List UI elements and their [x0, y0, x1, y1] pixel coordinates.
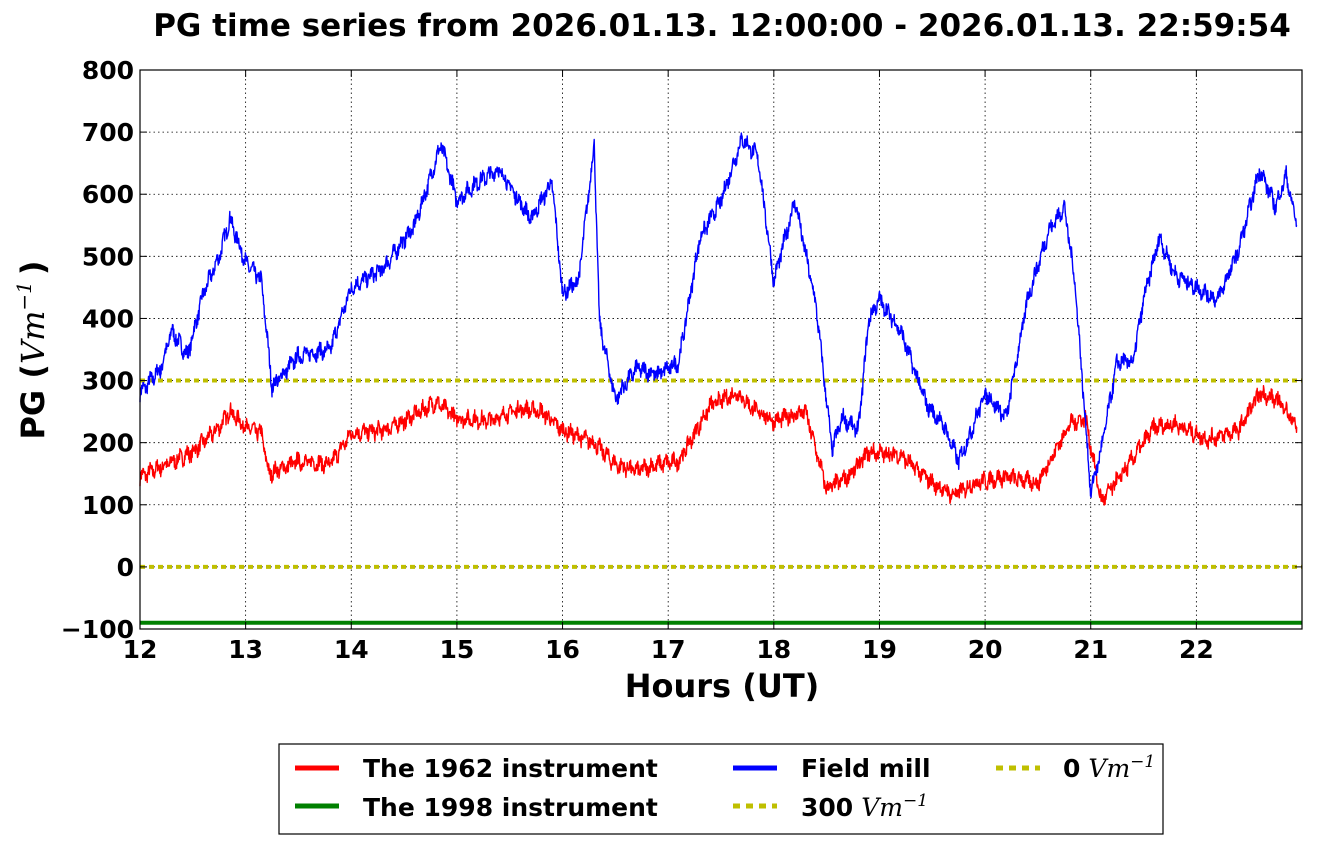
x-tick-label: 16	[545, 635, 580, 664]
y-tick-label: 0	[117, 553, 134, 582]
y-axis-label-exp: −1	[12, 281, 36, 310]
y-tick-label: 800	[82, 56, 134, 85]
x-tick-label: 22	[1179, 635, 1214, 664]
legend-label-field-mill: Field mill	[801, 754, 931, 783]
legend-300-exp: −1	[903, 791, 928, 811]
y-tick-label: 200	[82, 429, 134, 458]
x-tick-label: 14	[334, 635, 369, 664]
x-tick-label: 12	[123, 635, 158, 664]
legend-label-300: 300 Vm−1	[801, 791, 928, 822]
grid-lines	[140, 70, 1302, 629]
y-tick-label: 700	[82, 118, 134, 147]
y-tick-label: −100	[61, 615, 134, 644]
y-axis-label-unit: Vm	[14, 311, 52, 364]
x-axis-label: Hours (UT)	[625, 667, 820, 705]
tick-marks	[139, 69, 1302, 630]
plot-background	[140, 70, 1302, 629]
legend-300-unit: Vm	[861, 793, 903, 822]
series-line-the-1962-instrument	[139, 385, 1298, 506]
y-tick-label: 600	[82, 180, 134, 209]
y-tick-label: 400	[82, 304, 134, 333]
y-tick-labels: 800 700 600 500 400 300 200 100 0 −100	[61, 56, 134, 644]
legend-300-number: 300	[801, 793, 853, 822]
plot-frame	[139, 69, 1303, 630]
x-tick-label: 20	[968, 635, 1003, 664]
plot-area	[139, 69, 1303, 630]
x-tick-label: 19	[862, 635, 897, 664]
chart-title: PG time series from 2026.01.13. 12:00:00…	[153, 8, 1291, 44]
x-tick-label: 13	[228, 635, 263, 664]
legend-label-1962: The 1962 instrument	[363, 754, 658, 783]
y-axis-label: PG (Vm−1)	[12, 260, 52, 439]
legend-label-1998: The 1998 instrument	[363, 793, 658, 822]
legend-0-number: 0	[1063, 754, 1080, 783]
series-layer	[139, 132, 1302, 625]
x-tick-label: 21	[1073, 635, 1108, 664]
x-tick-labels: 12 13 14 15 16 17 18 19 20 21 22	[123, 635, 1214, 664]
y-axis-label-prefix: PG (	[14, 364, 52, 439]
legend-0-exp: −1	[1130, 752, 1155, 772]
y-axis-label-suffix: )	[14, 260, 52, 275]
legend-0-unit: Vm	[1088, 754, 1130, 783]
series-line-field-mill	[139, 132, 1298, 498]
x-tick-label: 18	[756, 635, 791, 664]
y-tick-label: 500	[82, 242, 134, 271]
y-tick-label: 100	[82, 491, 134, 520]
y-tick-label: 300	[82, 367, 134, 396]
x-tick-label: 17	[651, 635, 686, 664]
legend-frame	[278, 743, 1164, 835]
legend-label-0: 0 Vm−1	[1063, 752, 1155, 783]
x-tick-label: 15	[440, 635, 475, 664]
legend: The 1962 instrument The 1998 instrument …	[278, 743, 1164, 835]
